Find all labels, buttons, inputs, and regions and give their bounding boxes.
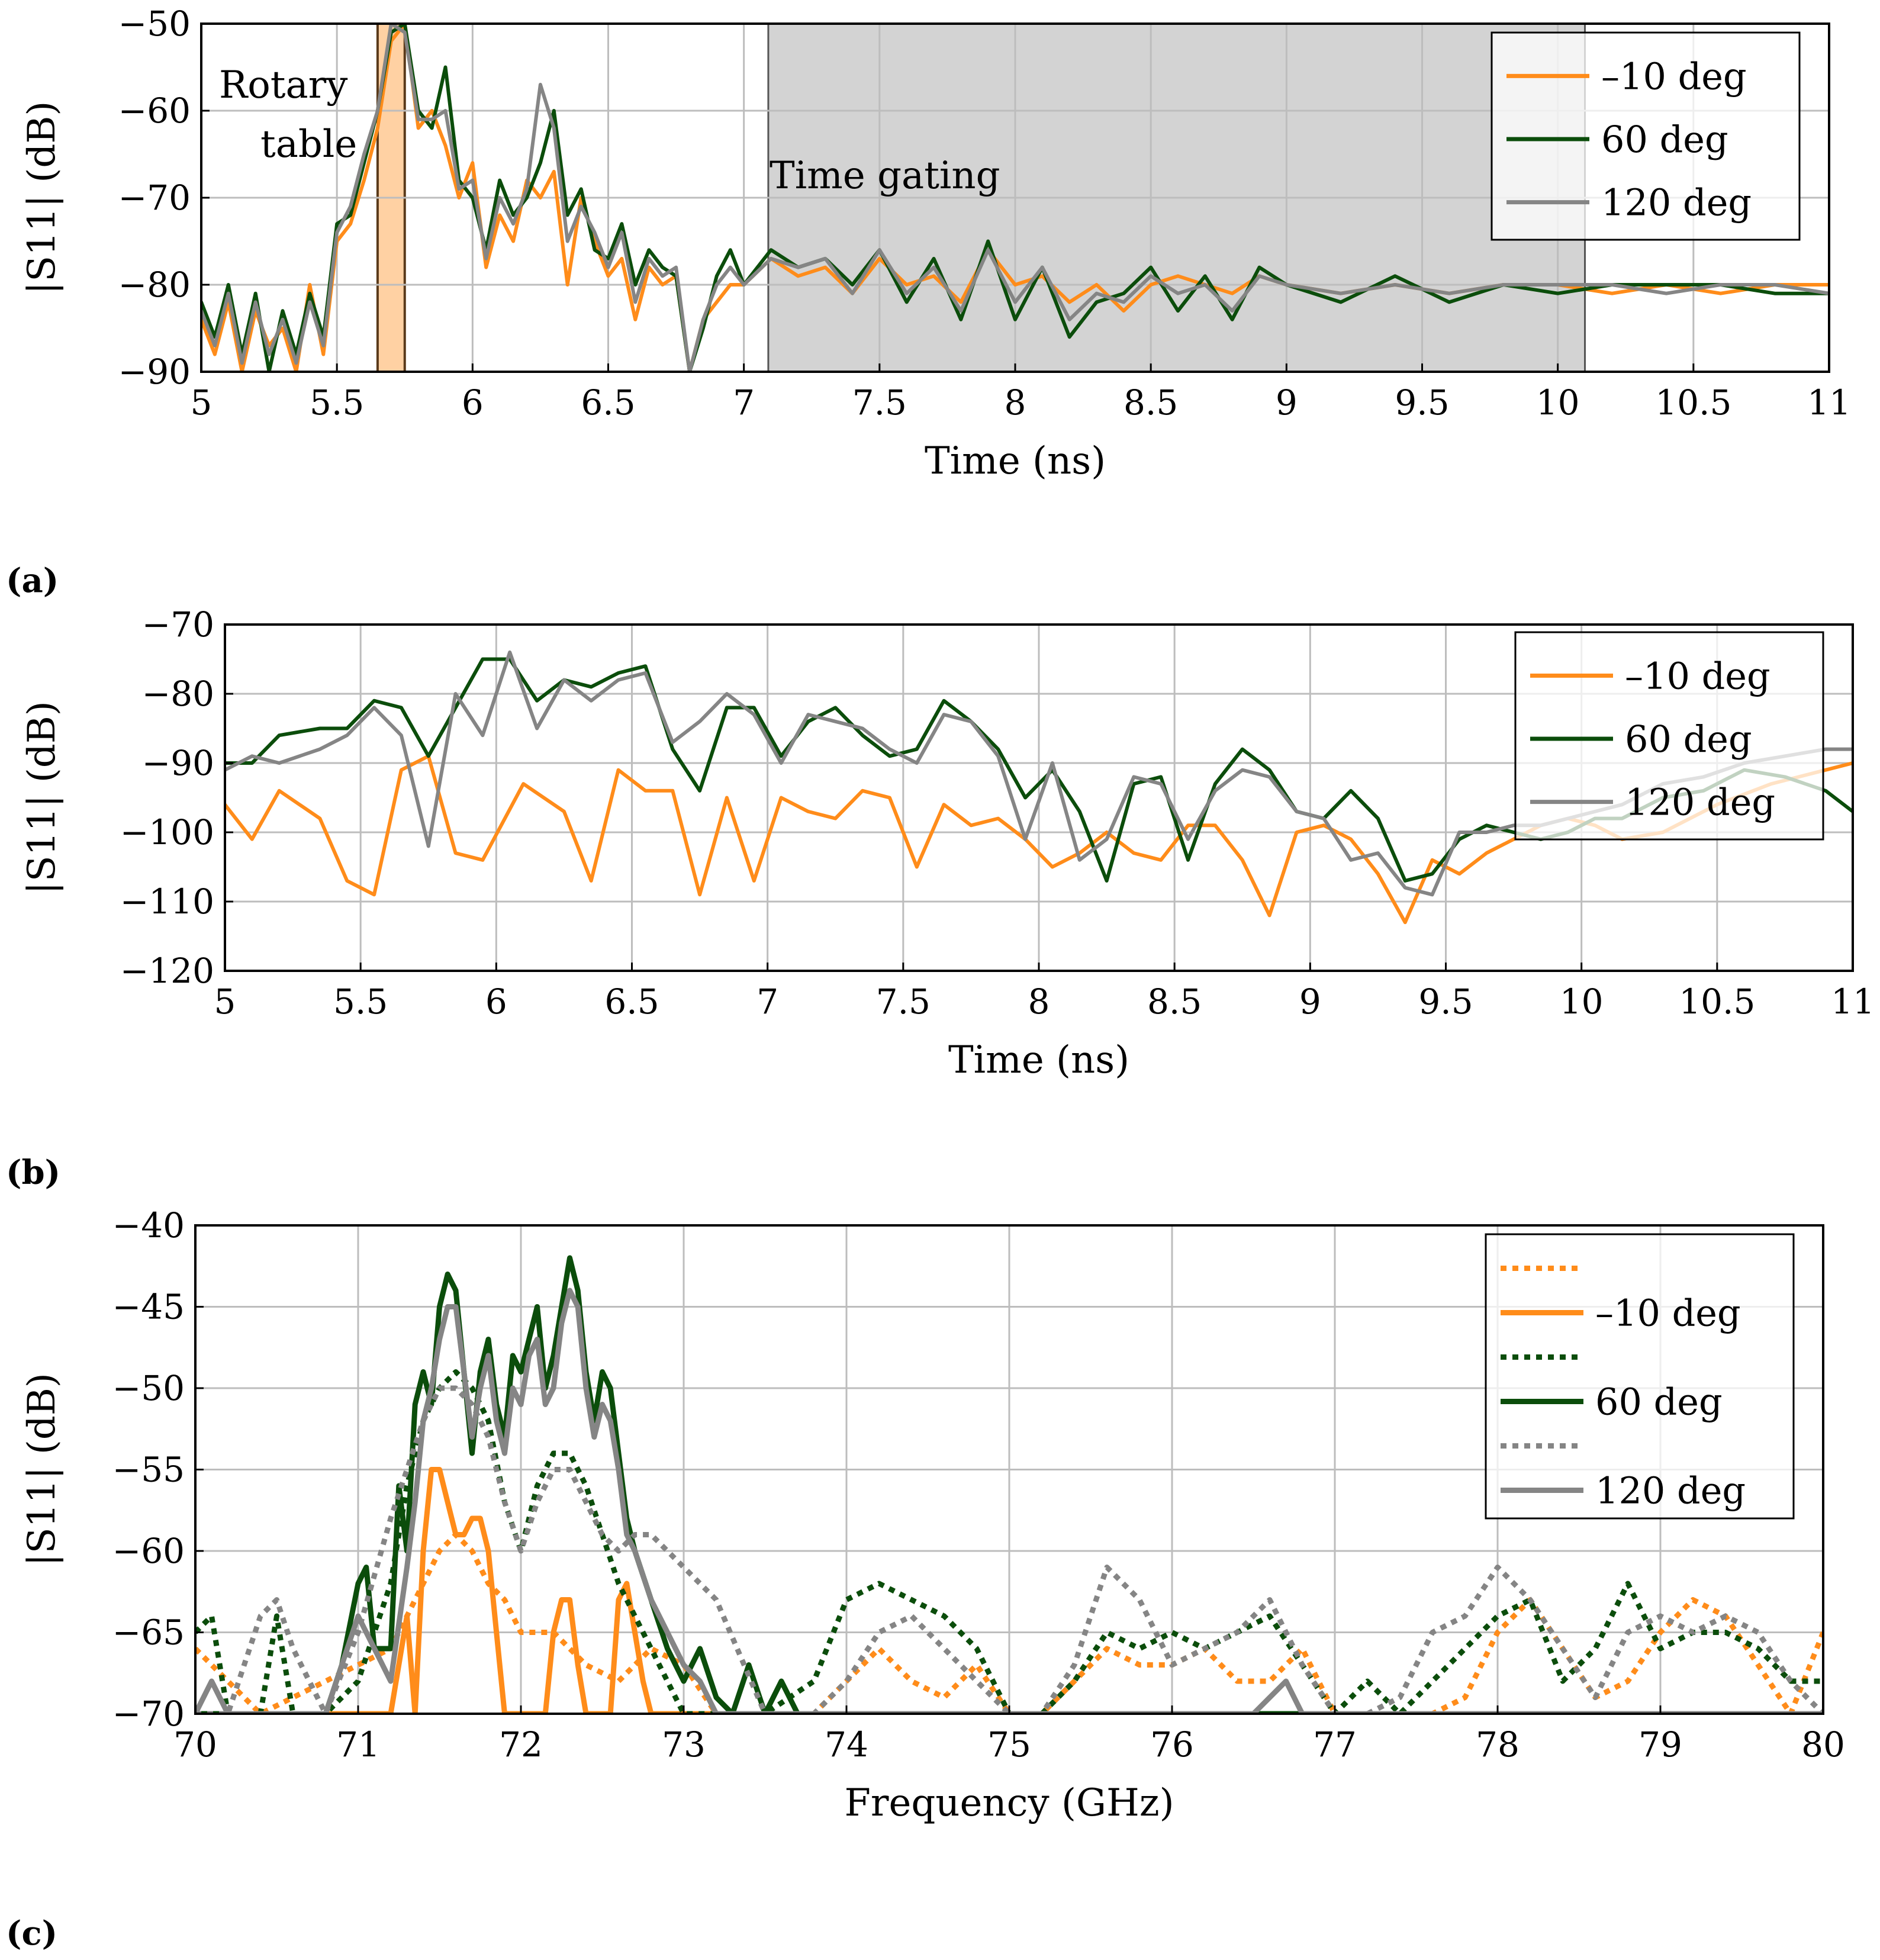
y-tick-label: −60 xyxy=(118,91,191,131)
x-tick-label: 11 xyxy=(1831,981,1875,1022)
panel-label: (b) xyxy=(6,1153,60,1192)
annotation-text: Rotary xyxy=(219,63,347,107)
x-tick-label: 7.5 xyxy=(876,981,931,1022)
series-line-5 xyxy=(195,1288,1823,1714)
y-tick-label: −55 xyxy=(112,1450,185,1490)
x-tick-label: 5 xyxy=(191,382,213,423)
x-tick-label: 9 xyxy=(1299,981,1321,1022)
x-tick-label: 8.5 xyxy=(1147,981,1202,1022)
x-tick-label: 7.5 xyxy=(852,382,907,423)
x-tick-label: 6 xyxy=(485,981,507,1022)
x-axis-label: Time (ns) xyxy=(925,439,1106,483)
y-tick-label: −100 xyxy=(120,812,214,852)
x-tick-label: 77 xyxy=(1313,1724,1357,1765)
panel-c: 70 71 72 73 74 75 76 77 78 79 80 −70 −65 −60 −55 −50 −45… xyxy=(6,1205,1845,1953)
panel-label: (c) xyxy=(6,1914,57,1953)
y-tick-label: −40 xyxy=(112,1205,185,1245)
legend-label-1: 60 deg xyxy=(1601,118,1728,161)
x-tick-label: 79 xyxy=(1638,1724,1682,1765)
x-tick-label: 11 xyxy=(1807,382,1851,423)
y-axis-label: |S11| (dB) xyxy=(20,101,64,295)
series-line-3 xyxy=(195,1255,1823,1714)
x-tick-label: 9.5 xyxy=(1395,382,1449,423)
y-tick-label: −70 xyxy=(118,178,191,218)
x-tick-label: 75 xyxy=(987,1724,1031,1765)
x-tick-label: 9.5 xyxy=(1418,981,1473,1022)
x-tick-label: 80 xyxy=(1801,1724,1845,1765)
x-tick-label: 10 xyxy=(1536,382,1580,423)
legend-label-0: –10 deg xyxy=(1601,54,1747,98)
legend-label-2: 120 deg xyxy=(1601,181,1752,224)
legend-box xyxy=(1514,631,1824,841)
x-tick-label: 5 xyxy=(214,981,236,1022)
x-tick-label: 8 xyxy=(1028,981,1050,1022)
y-tick-label: −50 xyxy=(112,1368,185,1408)
y-tick-label: −80 xyxy=(142,674,214,714)
x-tick-label: 76 xyxy=(1150,1724,1194,1765)
x-tick-label: 71 xyxy=(336,1724,380,1765)
panel-label: (a) xyxy=(6,561,59,600)
x-tick-label: 7 xyxy=(756,981,778,1022)
legend-label-3: 60 deg xyxy=(1595,1380,1723,1424)
x-tick-label: 78 xyxy=(1476,1724,1520,1765)
panel-a: 5 5.5 6 6.5 7 7.5 8 8.5 9 9.5 10 10.5 11 −90 −80 −70 −60… xyxy=(6,4,1851,600)
x-tick-label: 5.5 xyxy=(333,981,388,1022)
y-tick-label: −90 xyxy=(142,743,214,783)
series-line-1 xyxy=(195,1467,1823,1714)
y-tick-label: −65 xyxy=(112,1613,185,1653)
legend-label-2: 120 deg xyxy=(1625,781,1775,824)
x-tick-label: 10 xyxy=(1560,981,1604,1022)
series-group xyxy=(195,1255,1823,1714)
x-tick-label: 8 xyxy=(1005,382,1026,423)
y-tick-label: −80 xyxy=(118,265,191,305)
legend-label-1: –10 deg xyxy=(1595,1292,1741,1335)
legend-box xyxy=(1485,1233,1795,1520)
x-tick-label: 9 xyxy=(1276,382,1298,423)
x-axis-label: Frequency (GHz) xyxy=(844,1781,1174,1825)
legend-label-0: –10 deg xyxy=(1625,654,1770,697)
x-tick-label: 7 xyxy=(733,382,755,423)
x-tick-label: 8.5 xyxy=(1124,382,1178,423)
x-tick-label: 5.5 xyxy=(310,382,364,423)
annotation-text: table xyxy=(260,123,357,166)
annotation-text: Time gating xyxy=(770,154,1000,198)
x-tick-label: 6 xyxy=(462,382,484,423)
x-tick-label: 74 xyxy=(825,1724,868,1765)
y-tick-label: −70 xyxy=(142,604,214,645)
legend-label-1: 60 deg xyxy=(1625,717,1752,761)
x-axis-label: Time (ns) xyxy=(948,1038,1129,1082)
x-tick-label: 72 xyxy=(499,1724,543,1765)
series-line-2 xyxy=(201,24,1829,372)
y-tick-label: −110 xyxy=(120,881,214,922)
x-tick-label: 10.5 xyxy=(1679,981,1755,1022)
panel-b: 5 5.5 6 6.5 7 7.5 8 8.5 9 9.5 10 10.5 11 −120 −110 −100… xyxy=(6,604,1875,1192)
y-tick-label: −60 xyxy=(112,1531,185,1571)
x-tick-label: 70 xyxy=(173,1724,217,1765)
y-tick-label: −50 xyxy=(118,4,191,44)
x-tick-label: 6.5 xyxy=(581,382,635,423)
series-line-0 xyxy=(225,754,1853,925)
y-tick-label: −70 xyxy=(112,1694,185,1734)
y-axis-label: |S11| (dB) xyxy=(20,701,64,894)
series-group xyxy=(201,24,1829,372)
legend-label-5: 120 deg xyxy=(1595,1469,1746,1512)
x-tick-label: 10.5 xyxy=(1655,382,1731,423)
legend-box xyxy=(1491,31,1801,241)
y-tick-label: −90 xyxy=(118,352,191,392)
x-tick-label: 6.5 xyxy=(604,981,659,1022)
y-tick-label: −45 xyxy=(112,1287,185,1327)
y-tick-label: −120 xyxy=(120,951,214,991)
series-line-0 xyxy=(195,1532,1823,1714)
y-axis-label: |S11| (dB) xyxy=(20,1373,64,1566)
x-tick-label: 73 xyxy=(662,1724,706,1765)
